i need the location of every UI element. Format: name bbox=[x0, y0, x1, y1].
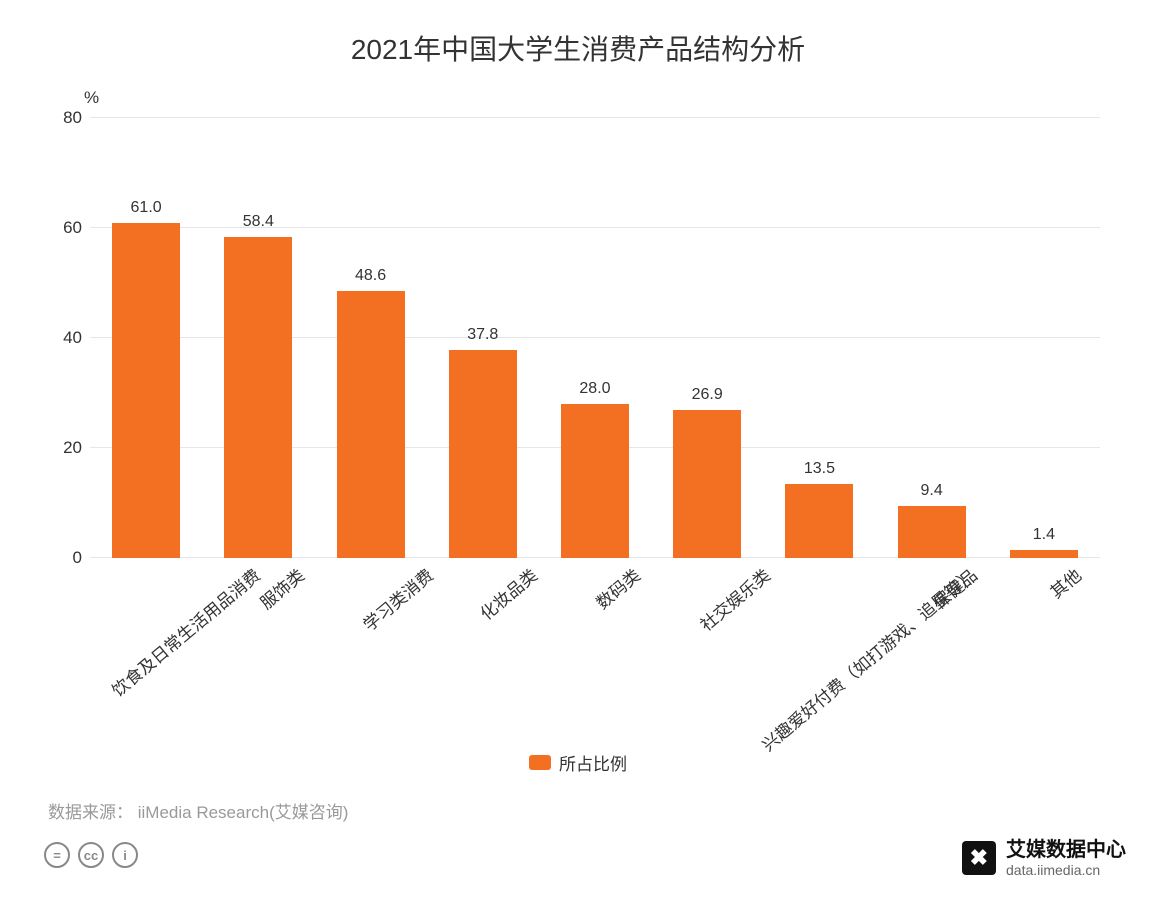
x-tick-label: 学习类消费 bbox=[315, 564, 427, 589]
license-icon: = bbox=[44, 842, 70, 868]
y-tick-label: 20 bbox=[38, 438, 82, 458]
bar-group: 26.9 bbox=[651, 386, 763, 558]
brand-watermark: ✖ 艾媒数据中心 data.iimedia.cn bbox=[962, 839, 1126, 878]
y-tick-label: 0 bbox=[38, 548, 82, 568]
bar-value-label: 58.4 bbox=[243, 213, 274, 231]
y-tick-label: 80 bbox=[38, 108, 82, 128]
bar bbox=[898, 506, 966, 558]
bar-group: 58.4 bbox=[202, 213, 314, 558]
bar-group: 37.8 bbox=[427, 326, 539, 558]
brand-logo-icon: ✖ bbox=[962, 841, 996, 875]
bar bbox=[112, 223, 180, 559]
bar-group: 1.4 bbox=[988, 526, 1100, 558]
x-tick-label: 其他 bbox=[988, 564, 1100, 589]
legend-swatch bbox=[529, 755, 551, 770]
y-axis-unit: % bbox=[84, 88, 99, 108]
bar-group: 9.4 bbox=[876, 482, 988, 558]
brand-url: data.iimedia.cn bbox=[1006, 862, 1126, 878]
bar-value-label: 28.0 bbox=[579, 380, 610, 398]
brand-name: 艾媒数据中心 bbox=[1006, 839, 1126, 862]
bar bbox=[673, 410, 741, 558]
bar-group: 28.0 bbox=[539, 380, 651, 558]
x-tick-label: 兴趣爱好付费（如打游戏、追星等） bbox=[763, 564, 875, 589]
bar-value-label: 48.6 bbox=[355, 267, 386, 285]
x-axis-labels: 饮食及日常生活用品消费服饰类学习类消费化妆品类数码类社交娱乐类兴趣爱好付费（如打… bbox=[90, 564, 1100, 589]
bar bbox=[561, 404, 629, 558]
bar bbox=[224, 237, 292, 558]
y-tick-label: 40 bbox=[38, 328, 82, 348]
bar bbox=[785, 484, 853, 558]
data-source: 数据来源： iiMedia Research(艾媒咨询) bbox=[48, 798, 348, 823]
legend-label: 所占比例 bbox=[559, 750, 627, 775]
x-tick-label: 化妆品类 bbox=[427, 564, 539, 589]
bar-group: 61.0 bbox=[90, 199, 202, 559]
bar-value-label: 26.9 bbox=[692, 386, 723, 404]
license-icons: = cci bbox=[44, 842, 138, 868]
license-icon: cc bbox=[78, 842, 104, 868]
bar bbox=[337, 291, 405, 558]
bar-value-label: 13.5 bbox=[804, 460, 835, 478]
bar bbox=[1010, 550, 1078, 558]
chart-title: 2021年中国大学生消费产品结构分析 bbox=[0, 0, 1156, 68]
x-tick-label: 保健品 bbox=[876, 564, 988, 589]
bar-value-label: 1.4 bbox=[1033, 526, 1055, 544]
bar-value-label: 9.4 bbox=[921, 482, 943, 500]
source-prefix: 数据来源： bbox=[48, 803, 133, 822]
legend: 所占比例 bbox=[0, 750, 1156, 775]
bars-container: 61.0 58.4 48.6 37.8 28.0 26.9 13.5 9.4 1.4 bbox=[90, 118, 1100, 558]
bar-group: 48.6 bbox=[315, 267, 427, 558]
source-text: iiMedia Research(艾媒咨询) bbox=[138, 803, 349, 822]
license-icon: i bbox=[112, 842, 138, 868]
bar-value-label: 37.8 bbox=[467, 326, 498, 344]
x-tick-label: 社交娱乐类 bbox=[651, 564, 763, 589]
x-tick-label: 饮食及日常生活用品消费 bbox=[90, 564, 202, 589]
bar bbox=[449, 350, 517, 558]
x-tick-label: 数码类 bbox=[539, 564, 651, 589]
bar-value-label: 61.0 bbox=[131, 199, 162, 217]
bar-group: 13.5 bbox=[763, 460, 875, 558]
bar-chart: % 020406080 61.058.448.637.828.026.913.5… bbox=[90, 118, 1100, 558]
y-tick-label: 60 bbox=[38, 218, 82, 238]
